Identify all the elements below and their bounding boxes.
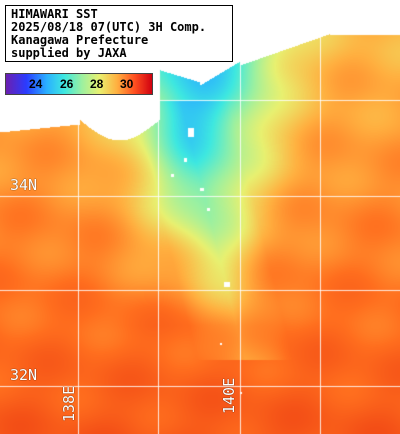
longitude-label-138e: 138E: [60, 385, 78, 422]
latitude-label-34n: 34N: [10, 176, 38, 194]
scale-tick-24: 24: [29, 77, 43, 91]
scale-tick-28: 28: [90, 77, 104, 91]
info-datetime: 2025/08/18 07(UTC) 3H Comp.: [11, 20, 207, 34]
longitude-label-140e: 140E: [220, 377, 238, 414]
info-source: supplied by JAXA: [11, 46, 127, 60]
latitude-label-32n: 32N: [10, 366, 38, 384]
info-region: Kanagawa Prefecture: [11, 33, 149, 47]
info-title: HIMAWARI SST: [11, 7, 98, 21]
temperature-color-scale: 24 26 28 30: [5, 73, 153, 95]
map-info-box: HIMAWARI SST 2025/08/18 07(UTC) 3H Comp.…: [5, 5, 233, 62]
scale-tick-26: 26: [60, 77, 74, 91]
scale-tick-30: 30: [120, 77, 134, 91]
